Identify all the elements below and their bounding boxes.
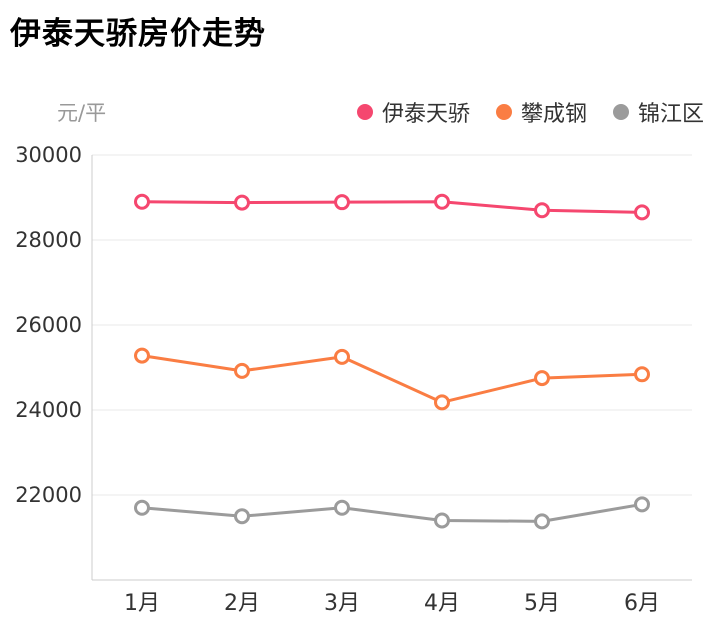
x-axis-tick-label: 2月 (224, 591, 260, 616)
data-point-marker[interactable] (634, 496, 650, 513)
data-point-marker[interactable] (534, 370, 550, 387)
data-point-marker[interactable] (234, 508, 250, 525)
legend-label: 伊泰天骄 (381, 102, 470, 127)
data-point-marker[interactable] (234, 362, 250, 379)
x-axis-tick-label: 1月 (124, 591, 160, 616)
data-point-marker[interactable] (434, 512, 450, 529)
data-point-marker[interactable] (234, 194, 250, 211)
legend-item-series-1[interactable]: 攀成钢 (495, 96, 587, 128)
data-point-marker[interactable] (534, 202, 550, 219)
legend-label: 锦江区 (637, 102, 704, 127)
page-title: 伊泰天骄房价走势 (10, 16, 266, 52)
legend-item-series-2[interactable]: 锦江区 (612, 96, 704, 128)
y-axis-tick-label: 24000 (15, 398, 82, 422)
data-point-marker[interactable] (334, 348, 350, 365)
y-axis-tick-label: 28000 (15, 228, 82, 252)
chart-legend: 伊泰天骄 攀成钢 锦江区 (356, 96, 704, 128)
series-line (140, 502, 644, 523)
legend-dot-icon (356, 104, 373, 120)
legend-label: 攀成钢 (520, 102, 587, 127)
y-axis-tick-label: 22000 (15, 483, 82, 507)
x-axis-tick-label: 4月 (424, 591, 460, 616)
x-axis-tick-label: 6月 (624, 591, 660, 616)
y-axis-unit-label: 元/平 (57, 101, 107, 125)
data-point-marker[interactable] (434, 394, 450, 411)
y-axis-tick-label: 26000 (15, 313, 82, 337)
data-point-marker[interactable] (134, 193, 150, 210)
data-point-marker[interactable] (634, 366, 650, 383)
y-axis-tick-label: 30000 (15, 143, 82, 167)
data-point-marker[interactable] (434, 193, 450, 210)
x-axis-tick-label: 3月 (324, 591, 360, 616)
data-point-marker[interactable] (134, 499, 150, 516)
series-line (140, 354, 644, 404)
legend-item-series-0[interactable]: 伊泰天骄 (356, 96, 470, 128)
data-point-marker[interactable] (334, 194, 350, 211)
data-point-marker[interactable] (534, 513, 550, 530)
data-point-marker[interactable] (134, 347, 150, 364)
x-axis-tick-label: 5月 (524, 591, 560, 616)
legend-dot-icon (612, 104, 629, 120)
data-point-marker[interactable] (634, 204, 650, 221)
series-line (140, 200, 644, 214)
data-point-marker[interactable] (334, 499, 350, 516)
legend-dot-icon (495, 104, 512, 120)
